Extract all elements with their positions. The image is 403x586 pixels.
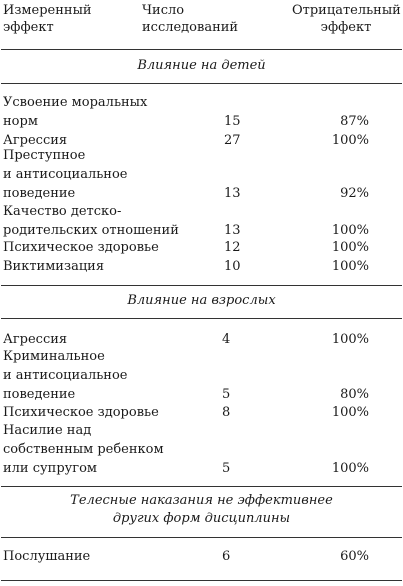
row-effect: 92% bbox=[340, 186, 369, 201]
row-studies: 12 bbox=[224, 240, 241, 255]
row-label: Психическое здоровье bbox=[3, 240, 159, 255]
row-label: Виктимизация bbox=[3, 259, 105, 274]
section-rule bbox=[1, 318, 402, 319]
row-studies: 27 bbox=[224, 133, 241, 148]
section-title-children: Влияние на детей bbox=[137, 58, 266, 73]
row-studies: 13 bbox=[224, 223, 241, 238]
row-effect: 100% bbox=[331, 240, 369, 255]
row-effect: 100% bbox=[331, 405, 369, 420]
section-rule bbox=[1, 83, 402, 84]
section-title-adults: Влияние на взрослых bbox=[127, 293, 276, 308]
section-rule bbox=[1, 285, 402, 286]
header-number-of-studies: Число исследований bbox=[142, 3, 239, 35]
row-studies: 15 bbox=[224, 114, 241, 129]
row-effect: 100% bbox=[331, 332, 369, 347]
row-label: Агрессия bbox=[3, 332, 68, 347]
row-effect: 87% bbox=[340, 114, 369, 129]
row-effect: 80% bbox=[340, 387, 369, 402]
row-studies: 4 bbox=[222, 332, 231, 347]
section-rule bbox=[1, 537, 402, 538]
section-title-discipline: Телесные наказания не эффективнее других… bbox=[70, 493, 333, 526]
header-measured-effect: Измеренный эффект bbox=[3, 3, 92, 35]
row-label: Агрессия bbox=[3, 133, 68, 148]
row-label: Криминальное и антисоциальное поведение bbox=[3, 349, 128, 402]
row-label: Преступное и антисоциальное поведение bbox=[3, 148, 128, 201]
row-label: Качество детско- родительских отношений bbox=[3, 204, 179, 238]
row-studies: 5 bbox=[222, 461, 231, 476]
row-studies: 6 bbox=[222, 549, 231, 564]
row-effect: 100% bbox=[331, 223, 369, 238]
bottom-rule bbox=[1, 580, 402, 581]
header-rule bbox=[1, 49, 402, 50]
row-label: Усвоение моральных норм bbox=[3, 95, 148, 129]
header-negative-effect: Отрицательный эффект bbox=[292, 3, 401, 35]
row-studies: 10 bbox=[224, 259, 241, 274]
row-effect: 100% bbox=[331, 133, 369, 148]
row-effect: 60% bbox=[340, 549, 369, 564]
row-effect: 100% bbox=[331, 259, 369, 274]
row-studies: 8 bbox=[222, 405, 231, 420]
row-studies: 5 bbox=[222, 387, 231, 402]
row-label: Послушание bbox=[3, 549, 91, 564]
row-label: Психическое здоровье bbox=[3, 405, 159, 420]
row-effect: 100% bbox=[331, 461, 369, 476]
row-studies: 13 bbox=[224, 186, 241, 201]
row-label: Насилие над собственным ребенком или суп… bbox=[3, 423, 164, 476]
section-rule bbox=[1, 486, 402, 487]
